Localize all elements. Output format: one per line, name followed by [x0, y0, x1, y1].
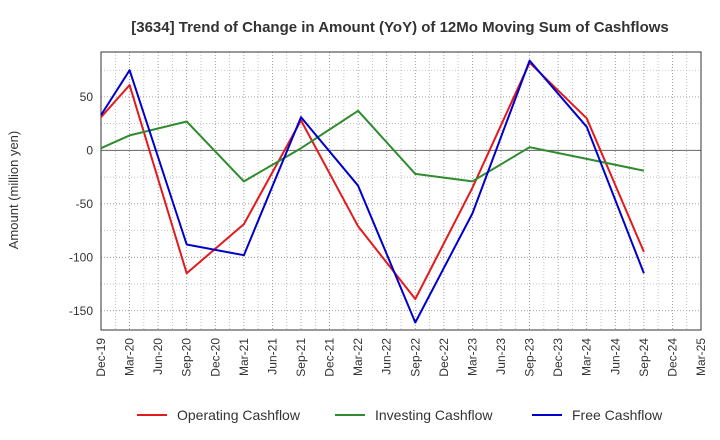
- legend-label: Investing Cashflow: [375, 407, 493, 423]
- y-axis-label: Amount (million yen): [6, 131, 21, 250]
- x-tick-label: Sep-21: [294, 338, 308, 377]
- legend: Operating Cashflow Investing Cashflow Free…: [137, 407, 663, 423]
- y-tick-label: 50: [80, 90, 94, 104]
- y-tick-label: -50: [76, 197, 94, 211]
- y-tick-label: -100: [69, 250, 93, 264]
- x-tick-label: Dec-23: [551, 338, 565, 377]
- series-line-investing-cashflow: [100, 109, 645, 183]
- x-tick-label: Sep-24: [637, 338, 651, 377]
- x-tick-label: Mar-20: [123, 338, 137, 376]
- x-tick-label: Dec-21: [323, 338, 337, 377]
- x-tick-label: Sep-23: [523, 338, 537, 377]
- x-tick-label: Jun-22: [380, 338, 394, 375]
- x-tick-label: Mar-24: [580, 338, 594, 376]
- x-tick-label: Sep-20: [180, 338, 194, 377]
- y-tick-label: -150: [69, 304, 93, 318]
- x-tick-label: Mar-25: [694, 338, 708, 376]
- x-tick-label: Dec-20: [208, 338, 222, 377]
- plot-frame: [100, 51, 702, 331]
- x-tick-label: Mar-22: [351, 338, 365, 376]
- x-tick-label: Sep-22: [408, 338, 422, 377]
- chart-title: [3634] Trend of Change in Amount (YoY) o…: [131, 19, 669, 36]
- y-tick-label: 0: [86, 143, 93, 157]
- legend-label: Free Cashflow: [572, 407, 663, 423]
- x-tick-label: Mar-23: [465, 338, 479, 376]
- x-tick-label: Mar-21: [237, 338, 251, 376]
- x-tick-label: Dec-19: [94, 338, 108, 377]
- x-tick-label: Jun-23: [494, 338, 508, 375]
- x-tick-label: Jun-20: [151, 338, 165, 375]
- x-tick-label: Jun-24: [608, 338, 622, 375]
- series-line-free-cashflow: [100, 59, 645, 324]
- legend-label: Operating Cashflow: [177, 407, 301, 423]
- x-tick-label: Jun-21: [265, 338, 279, 375]
- x-tick-label: Dec-24: [665, 338, 679, 377]
- x-tick-label: Dec-22: [437, 338, 451, 377]
- plot-area: 50 0 -50 -100 -150 Dec-19 Mar-20 Jun-20 Sep-20 De…: [69, 51, 708, 377]
